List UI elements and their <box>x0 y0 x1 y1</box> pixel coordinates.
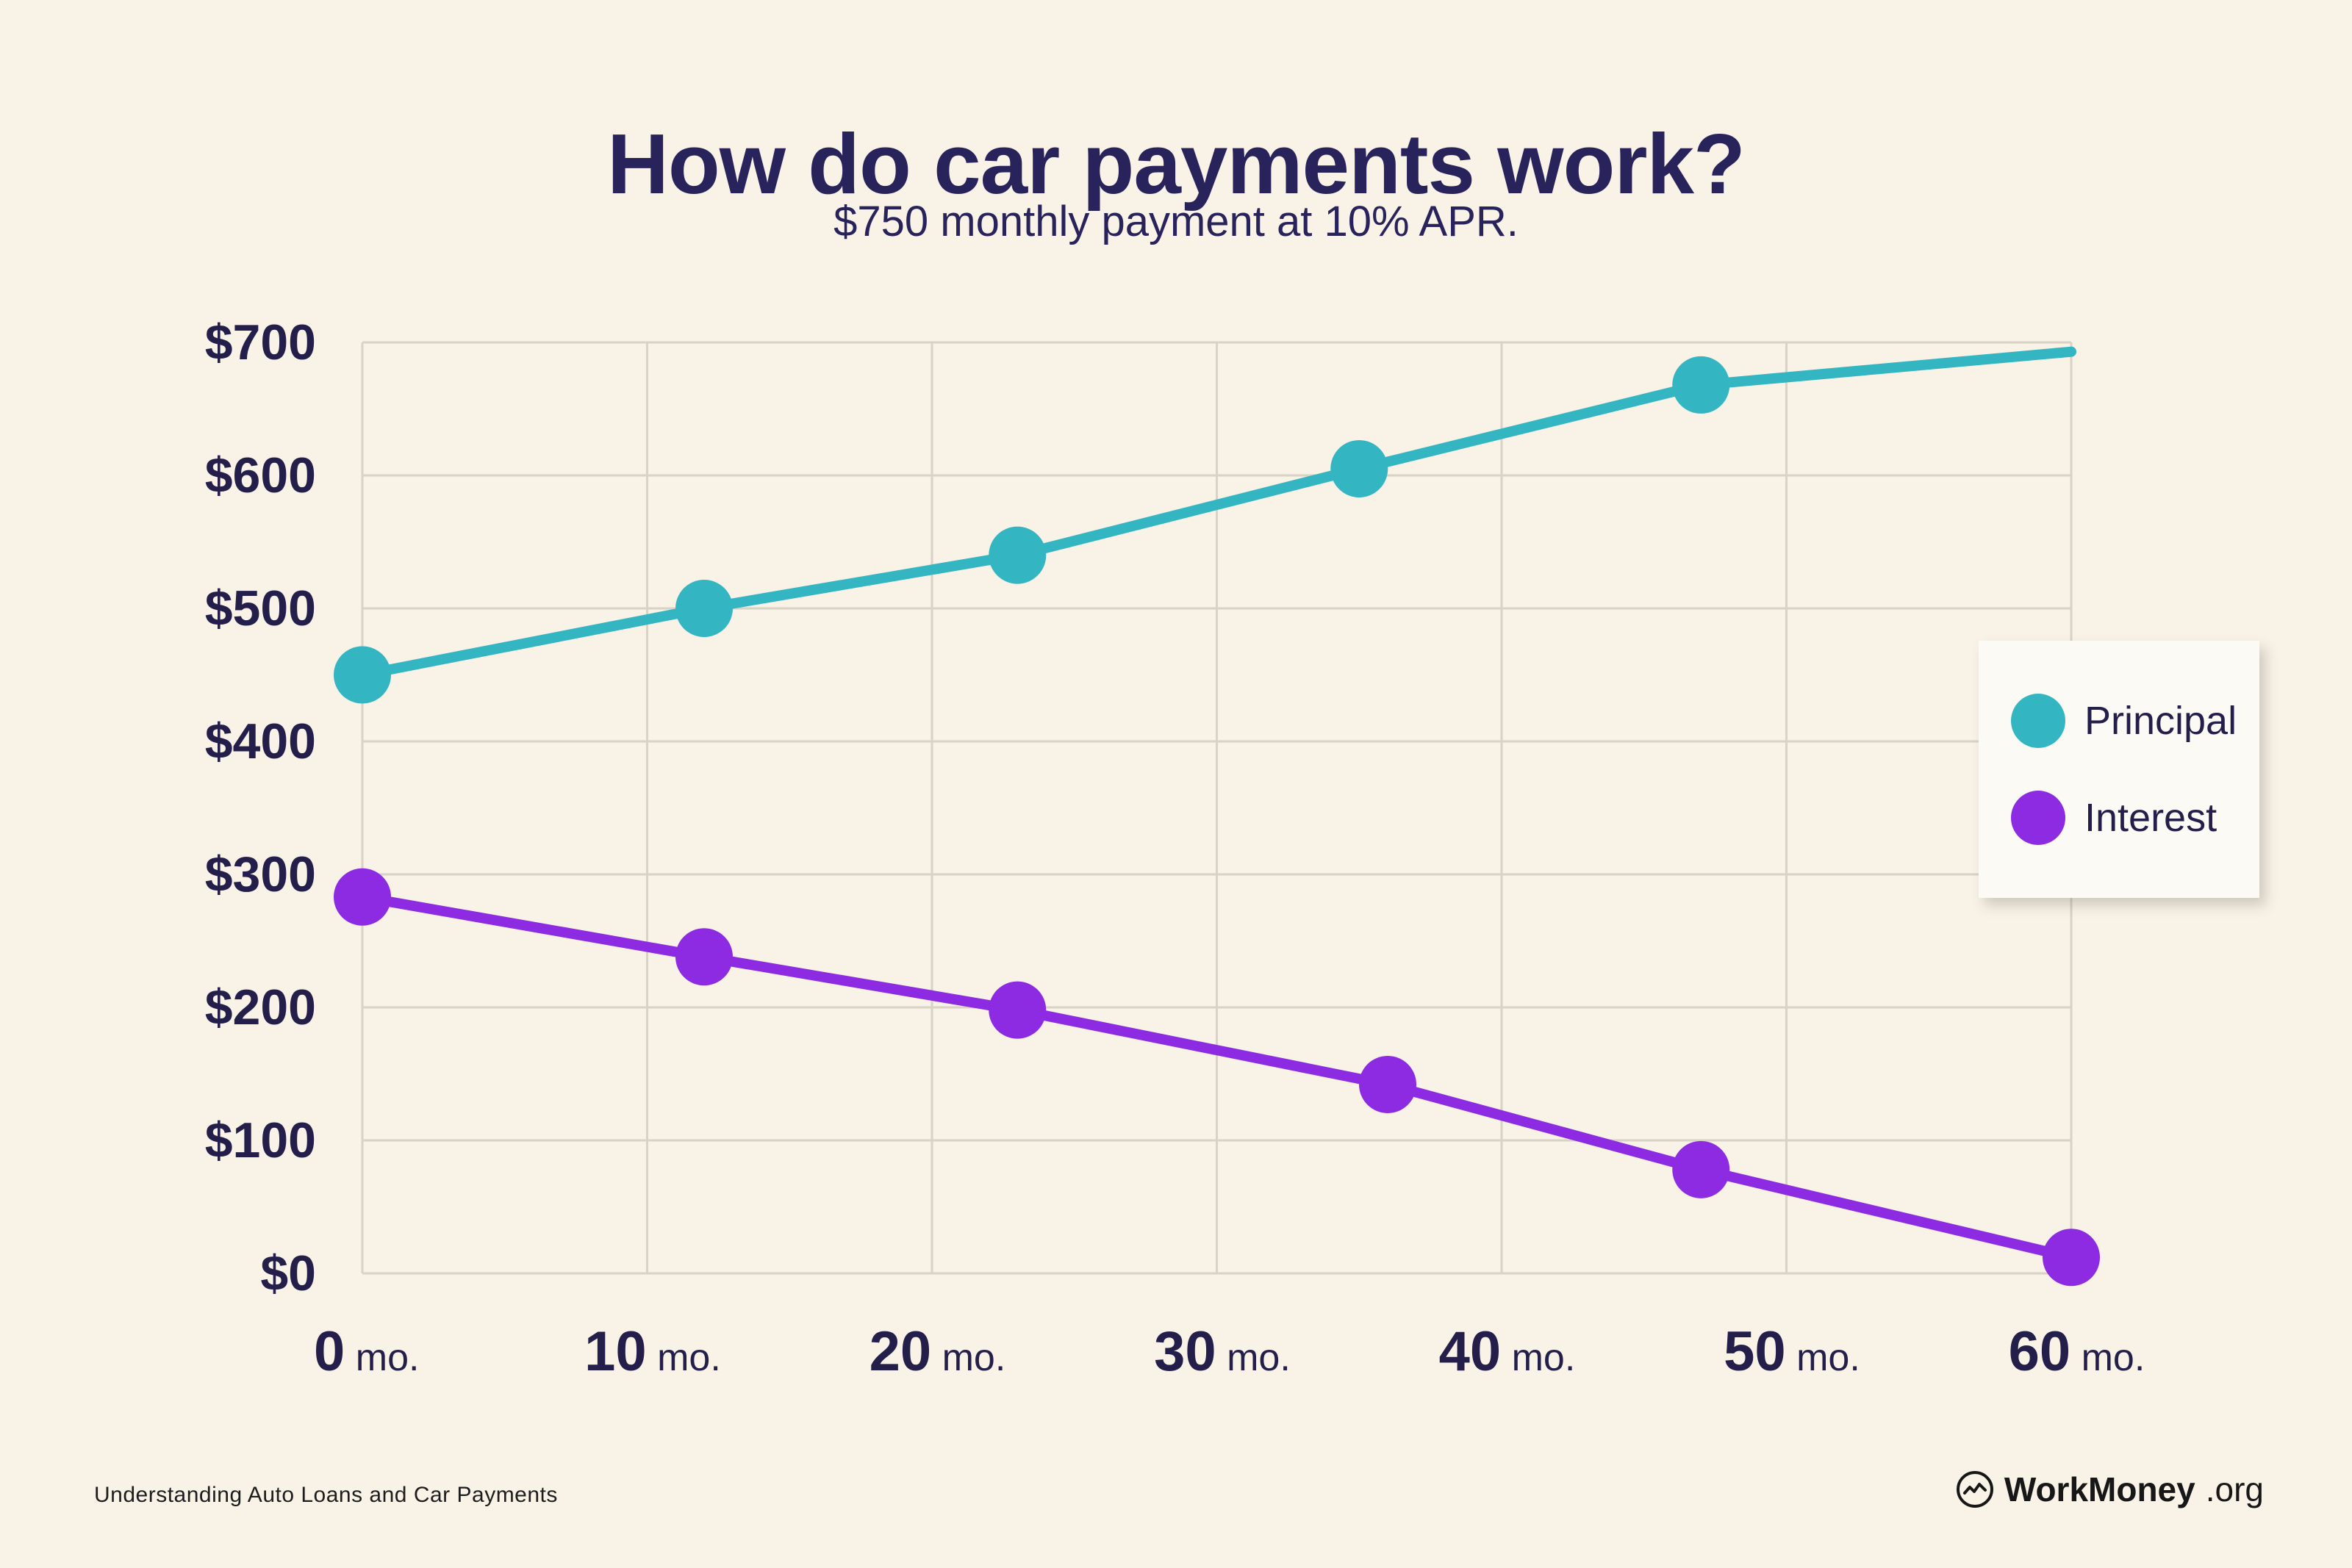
footer-caption: Understanding Auto Loans and Car Payment… <box>94 1483 558 1507</box>
interest-swatch-icon <box>2011 791 2065 845</box>
x-tick-label: 60 mo. <box>2008 1320 2145 1383</box>
interest-marker <box>1672 1140 1730 1198</box>
interest-marker <box>1359 1055 1416 1113</box>
page-subtitle: $750 monthly payment at 10% APR. <box>833 198 1519 245</box>
interest-marker <box>675 928 733 986</box>
page-title: How do car payments work? <box>607 115 1746 212</box>
interest-line <box>357 891 2076 1263</box>
y-tick-label: $600 <box>204 447 316 503</box>
principal-swatch-icon <box>2011 694 2065 748</box>
y-tick-label: $300 <box>204 846 316 902</box>
interest-marker <box>989 981 1047 1039</box>
y-tick-label: $400 <box>204 713 316 769</box>
principal-marker <box>1330 439 1388 497</box>
y-tick-label: $100 <box>204 1112 316 1168</box>
x-tick-label: 50 mo. <box>1724 1320 1860 1383</box>
interest-marker <box>2043 1229 2100 1287</box>
principal-marker <box>334 646 391 704</box>
principal-line <box>357 346 2076 680</box>
x-tick-label: 30 mo. <box>1154 1320 1291 1383</box>
x-tick-label: 40 mo. <box>1438 1320 1576 1383</box>
legend-item-principal: Principal <box>2011 694 2259 748</box>
x-tick-label: 20 mo. <box>869 1320 1006 1383</box>
principal-marker <box>1672 356 1730 414</box>
y-tick-label: $0 <box>260 1245 316 1301</box>
y-tick-label: $700 <box>204 314 316 370</box>
x-tick-label: 0 mo. <box>314 1320 420 1383</box>
x-tick-label: 10 mo. <box>584 1320 721 1383</box>
y-tick-label: $500 <box>204 580 316 636</box>
brand-name: WorkMoney <box>2004 1470 2195 1508</box>
interest-marker <box>334 868 391 926</box>
principal-marker <box>675 580 733 637</box>
workmoney-logo-icon <box>1956 1471 1993 1508</box>
legend-label: Principal <box>2084 699 2237 743</box>
brand-logo: WorkMoney .org <box>1956 1470 2264 1509</box>
legend-item-interest: Interest <box>2011 791 2259 845</box>
brand-suffix: .org <box>2205 1470 2264 1508</box>
plot-area <box>334 341 2100 1287</box>
legend: Principal Interest <box>1979 641 2259 898</box>
principal-marker <box>989 526 1047 584</box>
legend-label: Interest <box>2084 796 2217 840</box>
y-tick-label: $200 <box>204 979 316 1035</box>
